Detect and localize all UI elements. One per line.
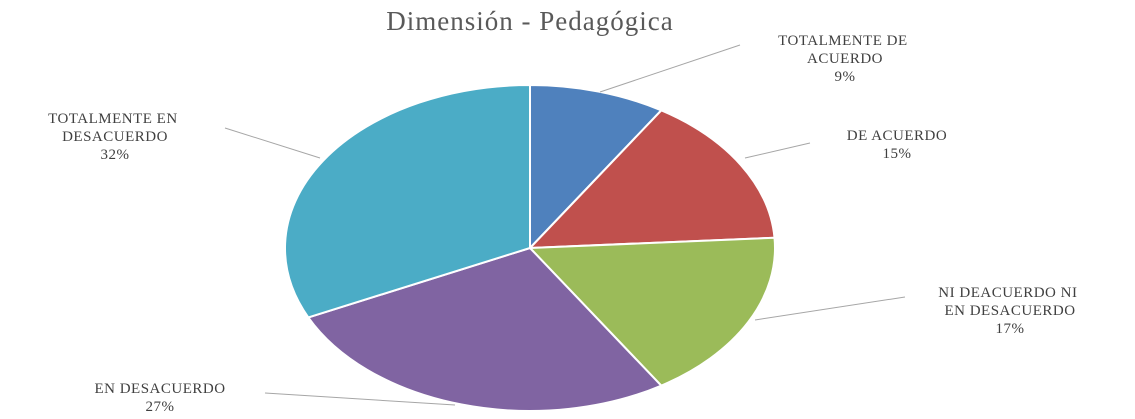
pie-slice — [284, 83, 531, 319]
pie-slice — [527, 109, 776, 250]
leader-line — [744, 142, 811, 159]
leader-line — [754, 296, 906, 321]
pie-slice — [529, 83, 664, 251]
slice-value-label: 15% — [883, 146, 912, 162]
pie-slice — [527, 236, 776, 387]
leader-line — [224, 127, 321, 159]
slice-label: TOTALMENTE DE ACUERDO — [778, 33, 912, 67]
slice-label: NI DEACUERDO NI EN DESACUERDO — [938, 285, 1081, 319]
leader-line — [599, 44, 741, 93]
slice-value-label: 17% — [996, 321, 1025, 337]
leader-line — [264, 392, 456, 406]
slice-value-label: 9% — [835, 69, 856, 85]
slice-value-label: 32% — [101, 147, 130, 163]
slice-label: TOTALMENTE EN DESACUERDO — [48, 111, 182, 145]
slice-label: EN DESACUERDO — [94, 381, 225, 397]
slice-value-label: 27% — [146, 399, 175, 415]
chart-title: Dimensión - Pedagógica — [386, 6, 673, 36]
pie-slice — [306, 246, 664, 412]
slice-label: DE ACUERDO — [847, 128, 947, 144]
